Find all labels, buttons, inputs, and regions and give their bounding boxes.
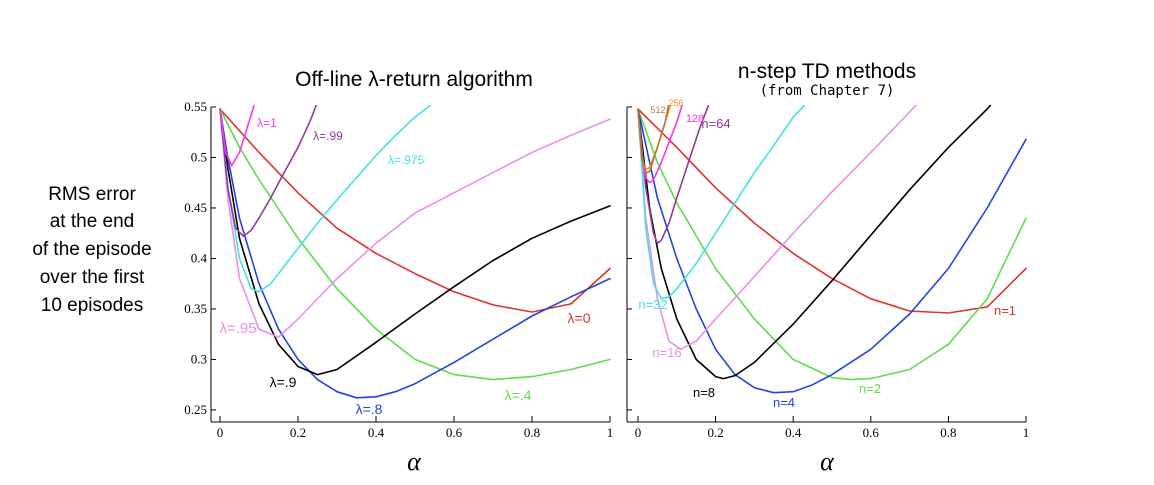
series-line-λ=.9 <box>219 108 611 376</box>
x-tick-label: 0.2 <box>290 425 306 440</box>
axes: 0 0.2 0.4 0.6 0.8 1 0.25 0.3 0.35 0.4 0.45 0.5 0.55 <box>184 99 613 440</box>
series-line-λ=.8 <box>219 108 611 399</box>
chart-subtitle: (from Chapter 7) <box>760 83 895 99</box>
series-label: λ=1 <box>257 116 277 130</box>
series-line-λ=0 <box>219 108 611 313</box>
y-tick-label: 0.35 <box>184 301 207 316</box>
series-label: n=8 <box>693 385 715 400</box>
series-lines <box>219 105 611 399</box>
series-label: λ=0 <box>568 310 591 326</box>
x-tick-label: 0 <box>217 425 224 440</box>
series-line-λ=.4 <box>219 108 611 381</box>
series-line-n=64 <box>637 105 710 245</box>
series-line-n=32 <box>637 105 806 300</box>
y-tick-label: 0.4 <box>191 250 208 265</box>
series-label: λ=.99 <box>313 129 343 143</box>
series-label: λ=.975 <box>388 153 425 167</box>
series-label: 256 <box>668 98 683 108</box>
y-axis-label-line: 10 episodes <box>41 295 143 316</box>
series-label: n=16 <box>652 345 681 360</box>
series-line-n=2 <box>637 108 1027 381</box>
series-label: n=1 <box>994 303 1016 318</box>
x-axis-label: α <box>820 447 835 476</box>
series-lines <box>637 105 1027 394</box>
x-axis-label: α <box>407 447 422 476</box>
x-tick-label: 0.4 <box>368 425 385 440</box>
series-line-512 <box>637 105 670 174</box>
y-axis-label-line: at the end <box>50 211 135 232</box>
series-label: λ=.4 <box>505 387 532 403</box>
y-tick-label: 0.55 <box>184 99 207 114</box>
y-axis-label-line: RMS error <box>48 184 136 205</box>
axes: 0 0.2 0.4 0.6 0.8 1 <box>626 106 1030 440</box>
chart-nstep-td: n-step TD methods (from Chapter 7) α 0 0.… <box>626 60 1030 476</box>
series-labels: λ=0 λ=.4 λ=.8 λ=.9 λ=.95 λ=.975 λ=.99 λ=1 <box>219 116 590 417</box>
series-line-λ=.99 <box>219 105 318 237</box>
series-label: λ=.8 <box>356 401 383 417</box>
series-label: n=4 <box>773 395 795 410</box>
chart-title: Off-line λ-return algorithm <box>295 68 533 91</box>
x-tick-label: 0.4 <box>785 425 802 440</box>
series-label: n=32 <box>638 297 667 312</box>
x-tick-label: 0.6 <box>446 425 463 440</box>
series-label: n=2 <box>859 381 881 396</box>
series-line-λ=.975 <box>219 105 432 293</box>
x-tick-label: 0.2 <box>707 425 723 440</box>
y-axis-label: RMS error at the end of the episode over… <box>32 184 151 316</box>
x-tick-label: 1 <box>607 425 614 440</box>
x-tick-label: 0 <box>635 425 642 440</box>
series-line-n=8 <box>637 105 992 380</box>
y-tick-label: 0.3 <box>191 351 207 366</box>
series-line-n=4 <box>637 108 1027 394</box>
series-label: 512 <box>650 105 665 115</box>
y-tick-label: 0.5 <box>191 149 207 164</box>
series-line-n=1 <box>637 108 1027 314</box>
series-label: λ=.9 <box>270 374 297 390</box>
series-label: 128 <box>686 113 704 125</box>
y-tick-label: 0.25 <box>184 402 207 417</box>
y-axis-label-line: over the first <box>40 267 145 288</box>
series-line-n=16 <box>637 105 918 351</box>
chart-offline-lambda-return: Off-line λ-return algorithm α 0 0.2 0.4 0.6… <box>184 68 613 476</box>
series-label: n=64 <box>701 116 730 131</box>
y-tick-label: 0.45 <box>184 200 207 215</box>
x-tick-label: 0.8 <box>524 425 540 440</box>
series-line-λ=.95 <box>219 108 611 339</box>
series-line-λ=1 <box>219 105 256 167</box>
series-label: λ=.95 <box>219 320 256 337</box>
x-tick-label: 0.6 <box>863 425 880 440</box>
x-tick-label: 1 <box>1023 425 1030 440</box>
y-axis-label-line: of the episode <box>32 239 151 260</box>
x-tick-label: 0.8 <box>940 425 956 440</box>
chart-title: n-step TD methods <box>738 60 916 83</box>
